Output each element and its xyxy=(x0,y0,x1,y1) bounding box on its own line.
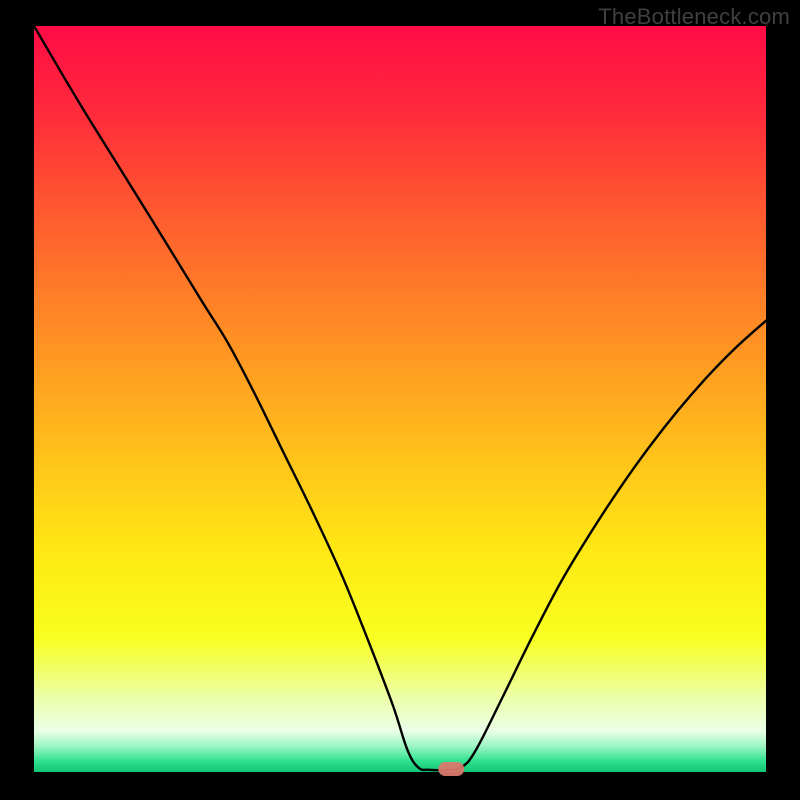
chart-svg xyxy=(0,0,800,800)
gradient-panel xyxy=(34,26,766,772)
chart-stage: TheBottleneck.com xyxy=(0,0,800,800)
watermark-text: TheBottleneck.com xyxy=(598,4,790,30)
optimum-marker xyxy=(438,762,464,776)
